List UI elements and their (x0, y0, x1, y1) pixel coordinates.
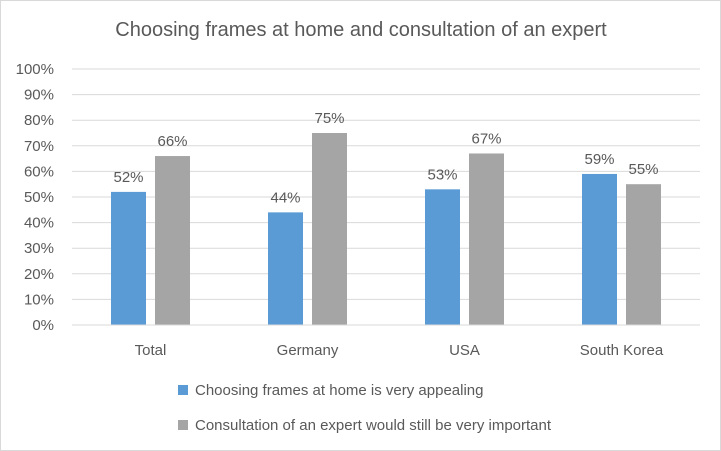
y-tick-label: 10% (24, 291, 54, 308)
legend-swatch-series-2 (178, 420, 188, 430)
data-label: 52% (113, 169, 143, 186)
y-tick-label: 40% (24, 215, 54, 232)
data-label: 55% (628, 161, 658, 178)
y-axis-tick-labels: 0% 10% 20% 30% 40% 50% 60% 70% 80% 90% 100% (16, 61, 54, 334)
chart-title: Choosing frames at home and consultation… (115, 19, 607, 41)
y-tick-label: 50% (24, 189, 54, 206)
data-label: 53% (427, 166, 457, 183)
y-tick-label: 80% (24, 112, 54, 129)
y-tick-label: 30% (24, 240, 54, 257)
bars (111, 133, 661, 325)
bar-usa-series-2 (469, 153, 504, 325)
data-label: 66% (157, 133, 187, 150)
legend: Choosing frames at home is very appealin… (178, 382, 552, 434)
y-tick-label: 100% (16, 61, 54, 78)
x-tick-label: Total (135, 342, 167, 359)
y-tick-label: 70% (24, 138, 54, 155)
data-label: 44% (270, 189, 300, 206)
bar-total-series-1 (111, 191, 146, 325)
bar-usa-series-1 (425, 189, 460, 325)
data-label: 59% (584, 151, 614, 168)
data-labels: 52% 66% 44% 75% 53% 67% 59% 55% (113, 110, 658, 206)
x-tick-label: South Korea (580, 342, 664, 359)
data-label: 67% (471, 130, 501, 147)
x-axis-category-labels: Total Germany USA South Korea (72, 324, 700, 359)
x-tick-label: USA (449, 342, 480, 359)
y-tick-label: 90% (24, 87, 54, 104)
bar-south-korea-series-1 (582, 173, 617, 325)
bar-germany-series-2 (312, 133, 347, 325)
data-label: 75% (314, 110, 344, 127)
bar-south-korea-series-2 (626, 184, 661, 325)
x-tick-label: Germany (277, 342, 339, 359)
bar-germany-series-1 (268, 212, 303, 325)
y-tick-label: 0% (32, 317, 54, 334)
bar-total-series-2 (155, 156, 190, 325)
y-tick-label: 20% (24, 266, 54, 283)
y-tick-label: 60% (24, 163, 54, 180)
legend-label-series-2: Consultation of an expert would still be… (195, 417, 552, 434)
legend-swatch-series-1 (178, 385, 188, 395)
legend-label-series-1: Choosing frames at home is very appealin… (195, 382, 484, 399)
